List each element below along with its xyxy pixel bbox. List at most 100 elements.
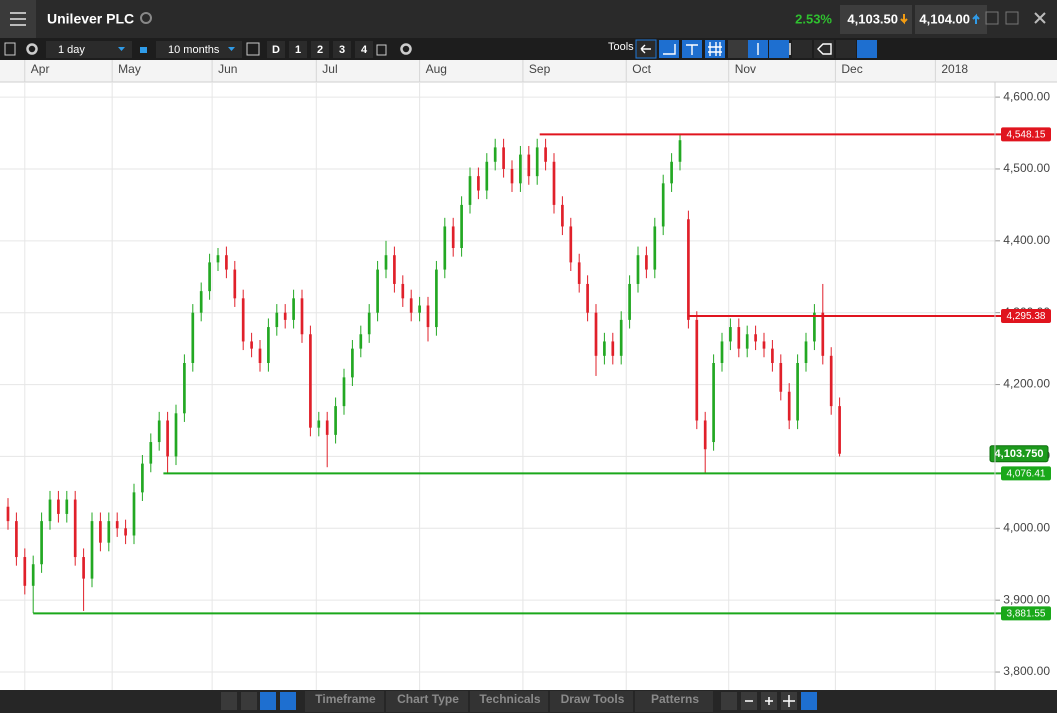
candle-body — [40, 521, 43, 565]
candle-body — [720, 341, 724, 364]
dropdown-arrow — [228, 47, 235, 51]
candle-body — [502, 147, 505, 169]
y-tick-label: 4,500.00 — [1003, 161, 1050, 175]
candle-body — [435, 269, 438, 328]
x-tick-label: 2018 — [941, 62, 968, 76]
candle-body — [258, 348, 262, 364]
candle-body — [829, 355, 833, 407]
candle-body — [687, 219, 690, 320]
bottom-tab[interactable] — [305, 691, 384, 712]
range-dropdown[interactable] — [156, 41, 242, 58]
compare-icon[interactable] — [376, 44, 387, 56]
candle-body — [376, 269, 379, 313]
range: 10 months — [168, 44, 220, 56]
bottom-tab[interactable] — [386, 691, 468, 712]
candle-body — [594, 312, 598, 356]
candle-body — [460, 204, 463, 249]
sell-box[interactable] — [840, 5, 912, 34]
tool-button[interactable] — [836, 40, 856, 58]
candle-body — [678, 140, 682, 162]
x-tick-label: Sep — [529, 62, 551, 76]
quick-button[interactable] — [311, 41, 329, 58]
close-button[interactable] — [1034, 12, 1046, 24]
window-button[interactable] — [985, 11, 999, 25]
tool-glyphs — [640, 42, 832, 56]
candle-body — [561, 204, 564, 227]
search-icon[interactable] — [140, 12, 152, 24]
candle-body — [535, 147, 539, 177]
calendar-icon[interactable] — [246, 42, 260, 56]
quick-button[interactable] — [267, 41, 285, 58]
last-price-label: 4,103.750 — [995, 448, 1044, 460]
candle-body — [401, 283, 405, 299]
bottom-tab[interactable] — [635, 691, 713, 712]
tool-button[interactable] — [728, 40, 748, 58]
detach-button[interactable] — [1005, 11, 1019, 25]
settings-icon[interactable] — [26, 43, 38, 55]
candle-body — [527, 154, 531, 177]
candle-body — [225, 255, 228, 270]
candle-body — [661, 183, 665, 227]
list-icon[interactable] — [4, 42, 16, 56]
y-tick-label: 4,600.00 — [1003, 89, 1050, 103]
candle-body — [90, 521, 94, 579]
y-tick-label: 3,900.00 — [1003, 592, 1050, 606]
tools-label: Tools — [608, 41, 634, 53]
bottom-tab[interactable] — [470, 691, 548, 712]
lock-icon[interactable] — [140, 47, 147, 53]
candle-body — [124, 528, 127, 536]
quick-button[interactable] — [333, 41, 351, 58]
candle-body — [149, 442, 153, 464]
candle-body — [712, 363, 715, 443]
candle-body — [796, 363, 799, 421]
settings-icon[interactable] — [400, 43, 412, 55]
candle-body — [216, 255, 220, 263]
draw-button[interactable] — [260, 692, 276, 710]
candle-body — [477, 176, 480, 191]
menu-icon — [10, 12, 26, 26]
plot: Apr May Jun Jul Aug Sep Oct Nov Dec 2018 3,800.00 3… — [0, 60, 1051, 690]
candle-body — [300, 298, 304, 335]
candle-body — [31, 564, 35, 586]
candle-body — [393, 255, 396, 284]
candle-body — [418, 305, 421, 313]
candle-body — [15, 521, 18, 558]
level-label: 3,881.55 — [1007, 609, 1046, 620]
sell-price: 4,103.50 — [847, 11, 898, 26]
clear-button[interactable] — [241, 692, 257, 710]
candle-body — [804, 341, 808, 364]
candle-body — [250, 341, 253, 349]
candle-body — [166, 420, 169, 457]
candle-body — [443, 226, 447, 270]
zoom-button[interactable] — [721, 692, 737, 710]
candle-body — [493, 147, 497, 162]
tool-button[interactable] — [659, 40, 679, 58]
candle-body — [468, 176, 472, 205]
candle-body — [586, 283, 589, 313]
calendar-button[interactable] — [801, 692, 817, 710]
quick-label: 1 — [295, 44, 301, 56]
tool-button[interactable] — [769, 40, 789, 58]
quick-label: 2 — [317, 44, 323, 56]
y-tick-label: 4,200.00 — [1003, 377, 1050, 391]
candle-body — [183, 363, 186, 414]
interval-dropdown[interactable] — [46, 41, 132, 58]
y-tick-label: 4,000.00 — [1003, 520, 1050, 534]
candle-body — [737, 327, 741, 349]
y-tick-label: 3,800.00 — [1003, 664, 1050, 678]
bottom-tab-label: Patterns — [651, 692, 699, 706]
bottom-tab[interactable] — [550, 691, 633, 712]
tool-button[interactable] — [792, 40, 812, 58]
candle-body — [233, 269, 237, 299]
candle-body — [384, 255, 388, 270]
tool-button[interactable] — [857, 40, 877, 58]
quick-button[interactable] — [289, 41, 307, 58]
scroll-button[interactable] — [280, 692, 296, 710]
quick-button[interactable] — [355, 41, 373, 58]
x-tick-label: May — [118, 62, 141, 76]
refresh-button[interactable] — [221, 692, 237, 710]
tool-button[interactable] — [705, 40, 725, 58]
tool-icons — [635, 39, 877, 59]
quick-label: 3 — [339, 44, 345, 56]
candle-body — [99, 521, 102, 543]
